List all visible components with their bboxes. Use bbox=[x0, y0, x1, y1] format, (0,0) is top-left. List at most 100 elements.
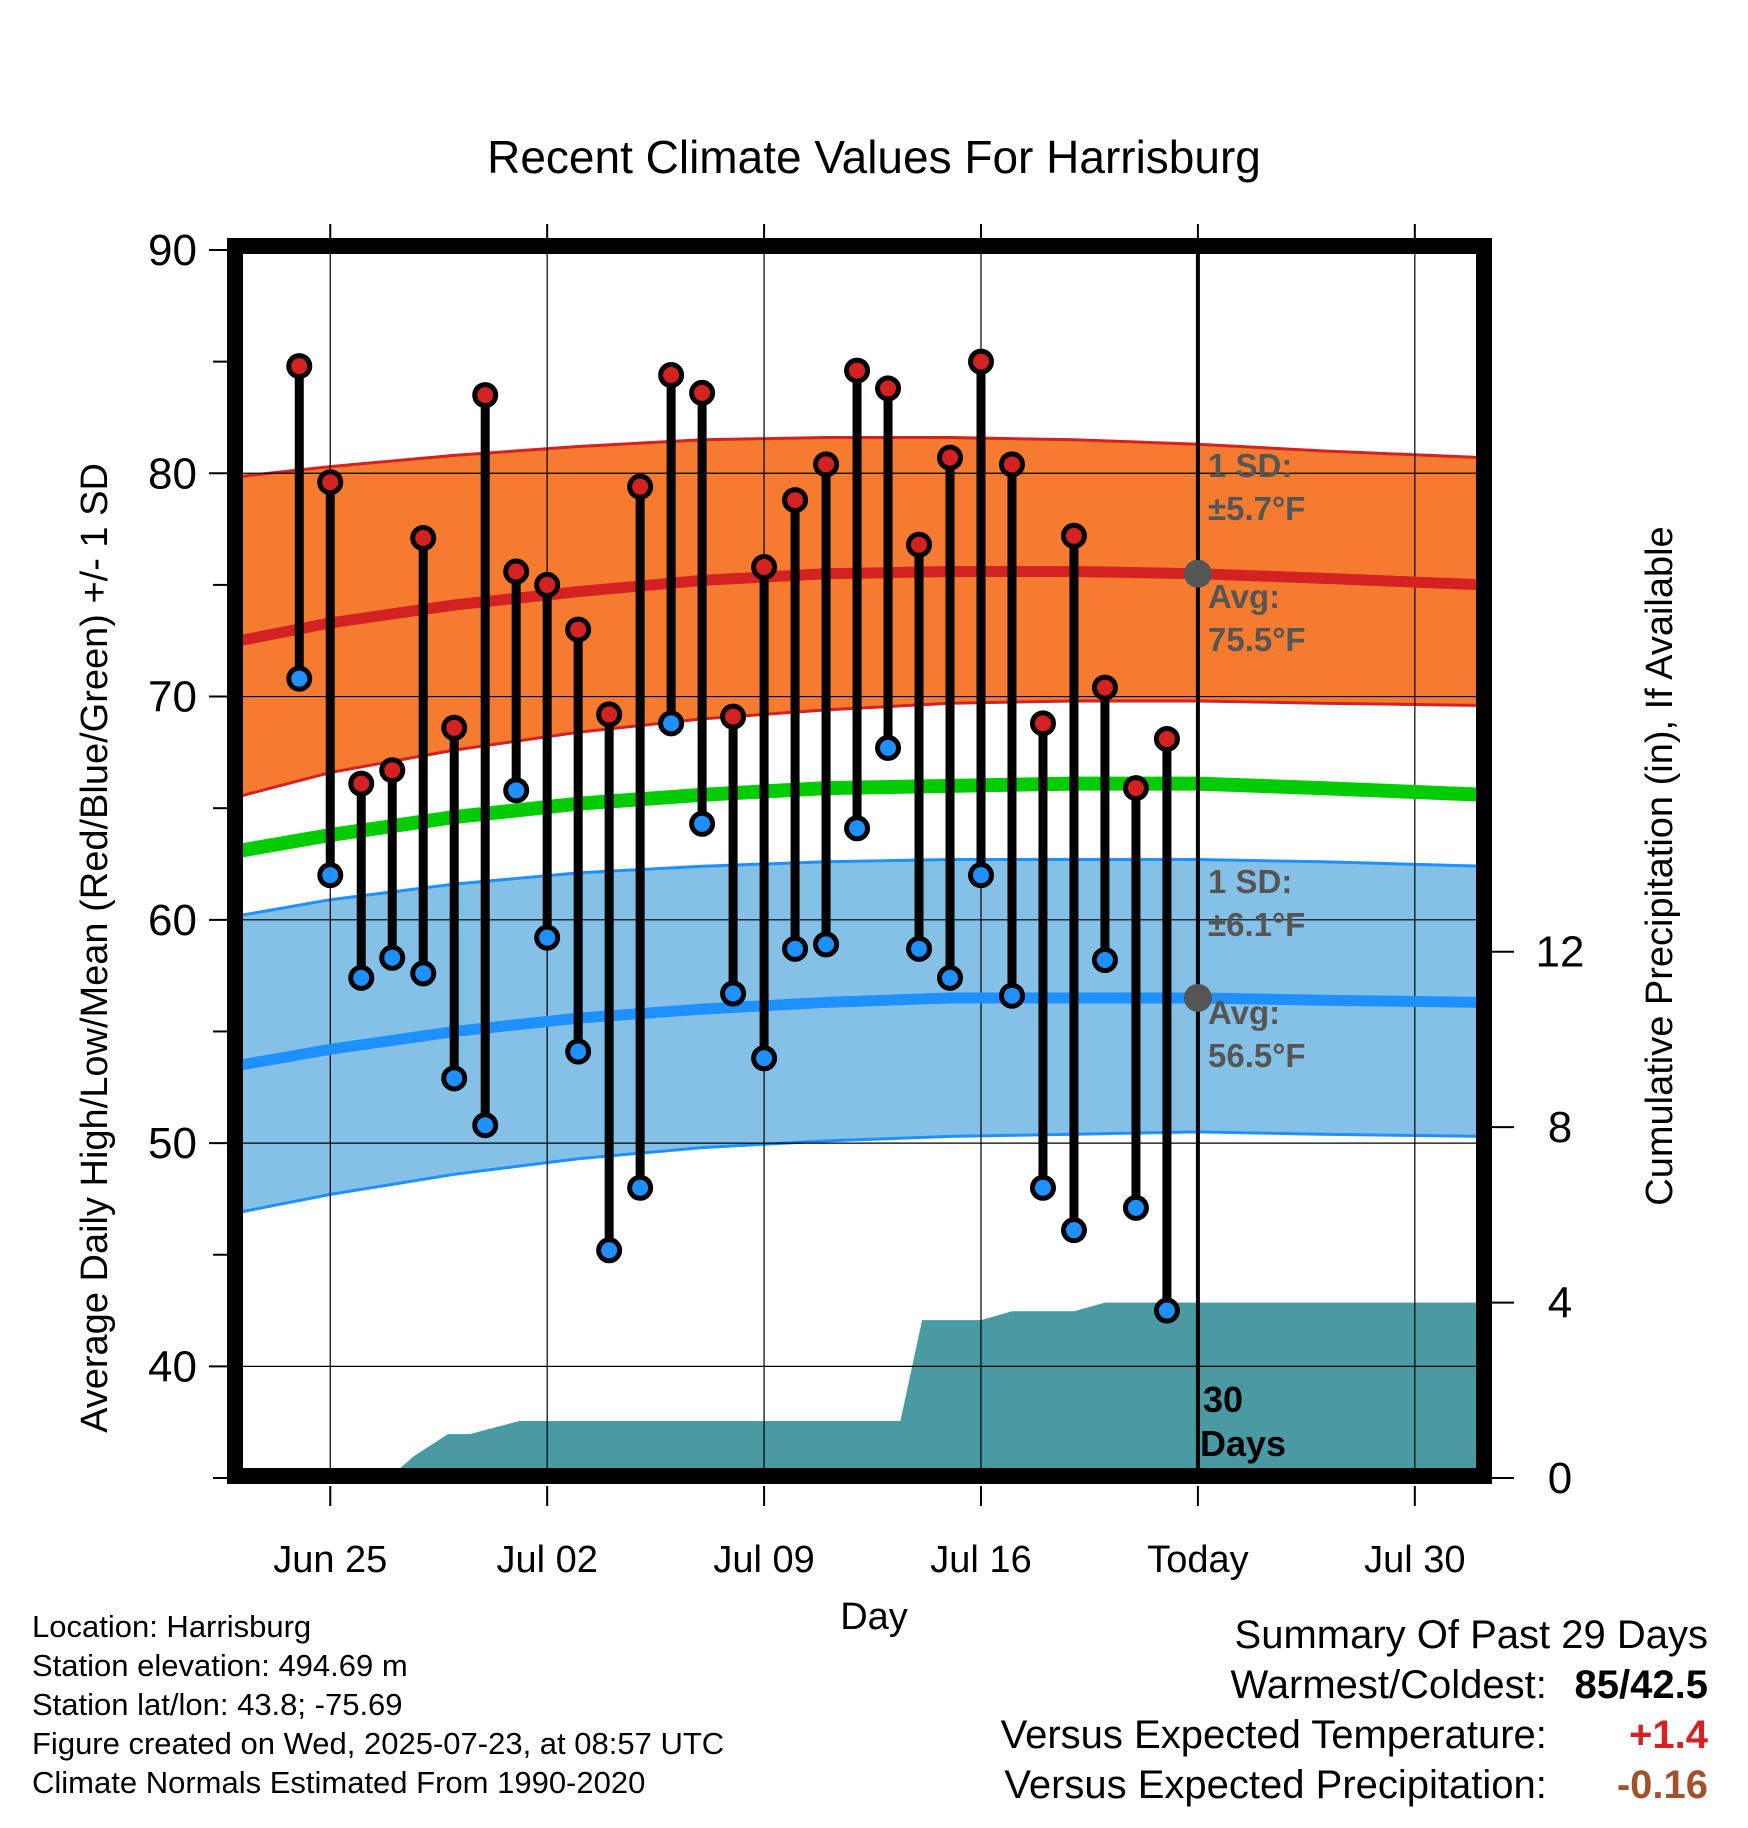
annotations: 1 SD: ±5.7°F Avg: 75.5°F 1 SD: ±6.1°F Av… bbox=[1200, 447, 1306, 1464]
daily-high-point bbox=[968, 348, 994, 375]
daily-high-point bbox=[441, 714, 468, 741]
station-info: Location: Harrisburg Station elevation: … bbox=[32, 1607, 724, 1802]
daily-low-point bbox=[937, 964, 964, 991]
precip-anomaly-value: -0.16 bbox=[1616, 1763, 1708, 1807]
y-tick-label: 40 bbox=[148, 1342, 197, 1391]
y-tick-label: 50 bbox=[148, 1119, 197, 1168]
x-tick-label: Jul 09 bbox=[713, 1539, 814, 1581]
y2-tick-label: 0 bbox=[1548, 1454, 1572, 1503]
low-sd-value: ±6.1°F bbox=[1208, 906, 1305, 943]
y2-tick-label: 8 bbox=[1548, 1103, 1572, 1152]
daily-low-point bbox=[565, 1038, 592, 1065]
daily-low-point bbox=[317, 862, 344, 889]
precipitation-area bbox=[228, 1302, 1483, 1478]
daily-high-point bbox=[503, 558, 530, 585]
daily-high-point bbox=[596, 701, 623, 728]
x-tick-label: Jul 16 bbox=[930, 1539, 1031, 1581]
chart-title: Recent Climate Values For Harrisburg bbox=[487, 131, 1261, 183]
y-tick-label: 70 bbox=[148, 673, 197, 722]
daily-high-point bbox=[906, 531, 933, 558]
daily-high-point bbox=[472, 382, 499, 409]
daily-high-point bbox=[379, 757, 406, 784]
low-sd-label: 1 SD: bbox=[1208, 863, 1292, 900]
daily-high-point bbox=[998, 451, 1025, 478]
daily-low-point bbox=[1153, 1297, 1180, 1324]
normals-text: Climate Normals Estimated From 1990-2020 bbox=[32, 1765, 646, 1800]
daily-low-point bbox=[875, 734, 902, 761]
normal-low-line bbox=[227, 992, 1484, 1073]
y-axis-label: Average Daily High/Low/Mean (Red/Blue/Gr… bbox=[74, 463, 116, 1433]
daily-low-point bbox=[906, 935, 933, 962]
window-days-unit: Days bbox=[1200, 1423, 1286, 1464]
high-sd-upper-line bbox=[227, 436, 1484, 480]
daily-low-point bbox=[813, 931, 840, 958]
daily-high-point bbox=[844, 357, 871, 384]
daily-low-point bbox=[441, 1065, 468, 1092]
daily-high-point bbox=[875, 375, 902, 402]
today-high-avg-dot bbox=[1183, 559, 1212, 588]
x-tick-label: Jul 30 bbox=[1364, 1539, 1465, 1581]
daily-high-point bbox=[813, 451, 840, 478]
daily-low-point bbox=[998, 982, 1025, 1009]
daily-high-point bbox=[1122, 775, 1149, 802]
daily-low-point bbox=[596, 1237, 623, 1264]
daily-low-point bbox=[1091, 947, 1118, 974]
daily-high-point bbox=[534, 571, 561, 598]
high-avg-value: 75.5°F bbox=[1208, 621, 1306, 658]
precip-anomaly-row: Versus Expected Precipitation: -0.16 bbox=[1001, 1760, 1708, 1810]
daily-low-point bbox=[968, 862, 994, 889]
x-tick-label: Jun 25 bbox=[273, 1539, 387, 1581]
high-sd-value: ±5.7°F bbox=[1208, 490, 1305, 527]
warmest-coldest-row: Warmest/Coldest: 85/42.5 bbox=[1001, 1660, 1709, 1710]
low-avg-value: 56.5°F bbox=[1208, 1037, 1306, 1074]
x-axis-label: Day bbox=[840, 1596, 908, 1638]
axes: 40 50 60 70 80 90 0 4 8 12 Jun 25 Jul 02 Jul 09 Jul 1… bbox=[148, 224, 1584, 1581]
daily-low-point bbox=[844, 815, 871, 842]
daily-high-point bbox=[565, 616, 592, 643]
daily-low-point bbox=[1029, 1174, 1056, 1201]
daily-high-point bbox=[751, 554, 778, 581]
daily-high-point bbox=[627, 473, 654, 500]
daily-low-point bbox=[658, 710, 685, 737]
daily-low-point bbox=[472, 1112, 499, 1139]
low-sd-lower-line bbox=[227, 1130, 1484, 1216]
daily-high-point bbox=[720, 703, 747, 730]
location-text: Location: Harrisburg bbox=[32, 1609, 312, 1644]
daily-high-point bbox=[317, 469, 344, 496]
high-sd-label: 1 SD: bbox=[1208, 447, 1292, 484]
daily-low-point bbox=[534, 924, 561, 951]
created-text: Figure created on Wed, 2025-07-23, at 08… bbox=[32, 1726, 725, 1761]
y-tick-label: 80 bbox=[148, 449, 197, 498]
temp-anomaly-value: +1.4 bbox=[1629, 1713, 1708, 1757]
daily-high-point bbox=[1029, 710, 1056, 737]
daily-range-bars bbox=[286, 348, 1180, 1324]
daily-low-point bbox=[286, 665, 313, 692]
daily-low-point bbox=[410, 960, 437, 987]
daily-high-point bbox=[658, 362, 685, 389]
today-low-avg-dot bbox=[1183, 983, 1212, 1012]
window-days-number: 30 bbox=[1203, 1379, 1243, 1420]
daily-high-point bbox=[1153, 725, 1180, 752]
y2-axis-label: Cumulative Precipitation (in), If Availa… bbox=[1639, 526, 1681, 1205]
y2-tick-label: 4 bbox=[1548, 1279, 1572, 1328]
warmest-coldest-value: 85/42.5 bbox=[1574, 1663, 1708, 1707]
daily-low-point bbox=[751, 1045, 778, 1072]
daily-high-point bbox=[689, 379, 716, 406]
temp-anomaly-label: Versus Expected Temperature: bbox=[1000, 1713, 1547, 1757]
y-tick-label: 90 bbox=[148, 226, 197, 275]
y-tick-label: 60 bbox=[148, 896, 197, 945]
daily-high-point bbox=[1060, 522, 1087, 549]
daily-high-point bbox=[410, 525, 437, 552]
daily-low-point bbox=[782, 935, 809, 962]
low-avg-label: Avg: bbox=[1208, 994, 1280, 1031]
daily-low-point bbox=[1122, 1194, 1149, 1221]
daily-low-point bbox=[627, 1174, 654, 1201]
precipitation-fill bbox=[228, 1302, 1483, 1478]
daily-high-point bbox=[1091, 674, 1118, 701]
daily-low-point bbox=[503, 777, 530, 804]
daily-high-point bbox=[286, 353, 313, 380]
plot-border bbox=[227, 238, 1492, 1484]
daily-high-point bbox=[348, 770, 375, 797]
daily-low-point bbox=[348, 964, 375, 991]
